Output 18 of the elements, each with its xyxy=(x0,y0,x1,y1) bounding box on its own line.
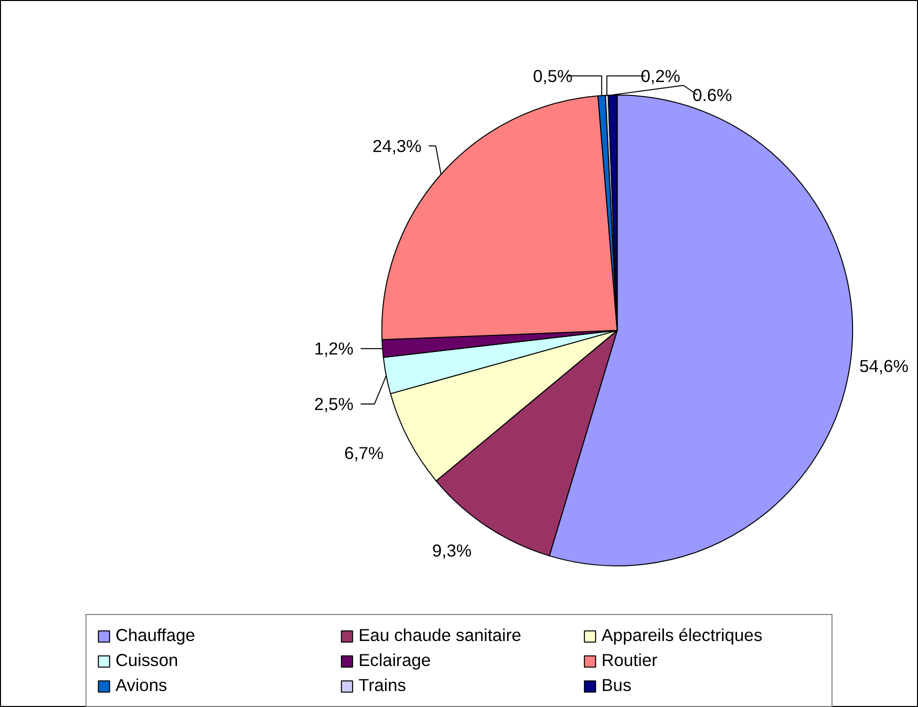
data-label: 2,5% xyxy=(314,394,354,414)
legend-label: Appareils électriques xyxy=(602,625,764,646)
data-label: 6,7% xyxy=(344,442,384,463)
legend-label: Eclairage xyxy=(358,650,432,671)
data-label: 0.6% xyxy=(692,84,732,105)
data-label: 54,6% xyxy=(859,356,909,376)
data-label: 9,3% xyxy=(432,540,472,560)
data-label: 24,3% xyxy=(372,136,422,156)
legend-label: Avions xyxy=(116,675,168,696)
data-label: 1,2% xyxy=(314,338,354,359)
legend-label: Bus xyxy=(602,675,632,696)
data-label: 0,2% xyxy=(640,66,680,86)
legend-label: Routier xyxy=(602,650,658,671)
data-label: 0,5% xyxy=(532,66,572,86)
legend-label: Chauffage xyxy=(116,625,196,646)
legend-label: Cuisson xyxy=(116,650,180,671)
legend-label: Eau chaude sanitaire xyxy=(358,625,522,646)
legend-label: Trains xyxy=(358,675,407,696)
